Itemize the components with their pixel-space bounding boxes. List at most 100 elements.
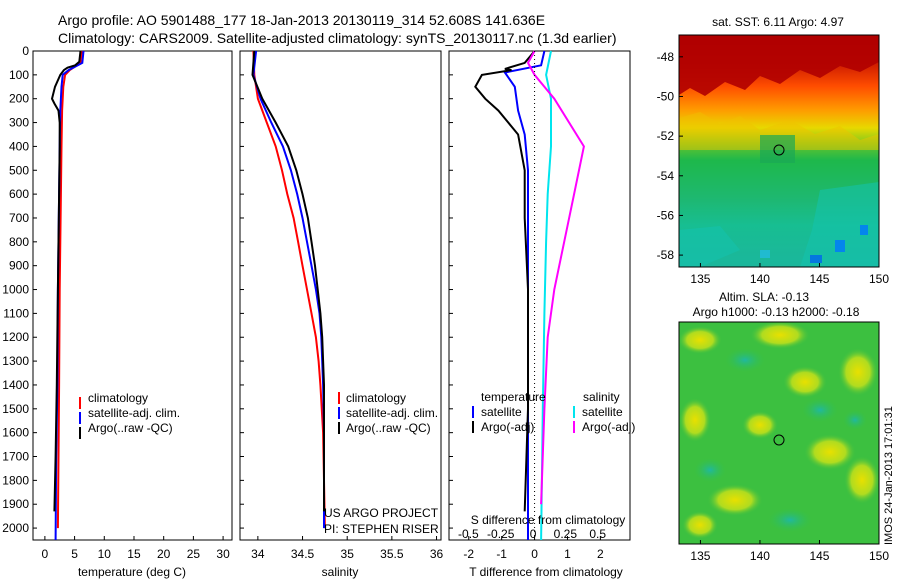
temperature-legend: climatology satellite-adj. clim. Argo(..… <box>79 391 180 439</box>
x-tick-label: -2 <box>463 547 474 561</box>
depth-tick-label: 500 <box>9 163 29 177</box>
x-tick-label: 5 <box>71 547 78 561</box>
series-line <box>251 50 325 512</box>
x-tick-label: 1 <box>564 547 571 561</box>
sst-map-image <box>679 35 879 267</box>
depth-tick-label: 1100 <box>3 306 29 320</box>
sst-map-frame <box>678 34 880 268</box>
legend-satellite: satellite-adj. clim. <box>346 406 438 420</box>
depth-tick-label: 100 <box>9 68 29 82</box>
x-tick-label: 15 <box>127 547 141 561</box>
series-line <box>540 50 552 541</box>
credit-project: US ARGO PROJECT <box>324 506 439 520</box>
depth-tick-label: 2000 <box>2 521 29 535</box>
map-x-tick-label: 145 <box>809 272 829 286</box>
map-x-tick-label: 145 <box>809 549 829 563</box>
depth-tick-label: 400 <box>9 139 29 153</box>
map-x-tick-label: 140 <box>750 272 770 286</box>
difference-panel <box>448 50 631 541</box>
depth-tick-label: 1300 <box>2 354 29 368</box>
x-tick-label: 0 <box>531 547 538 561</box>
sla-map-x-ticks: 135 140 145 150 <box>690 540 889 563</box>
depth-tick-label: 300 <box>9 116 29 130</box>
s-tick-label: -0.5 <box>458 527 479 541</box>
legend-satellite: satellite-adj. clim. <box>88 406 180 420</box>
map-x-tick-label: 140 <box>750 549 770 563</box>
salinity-legend: climatology satellite-adj. clim. Argo(..… <box>338 391 438 435</box>
difference-legend: temperature salinity satellite Argo(-adj… <box>472 390 635 434</box>
series-line <box>252 50 326 529</box>
depth-tick-label: 1900 <box>2 497 29 511</box>
series-line <box>56 50 83 529</box>
depth-tick-label: 1000 <box>2 283 29 297</box>
figure-subtitle: Climatology: CARS2009. Satellite-adjuste… <box>58 30 616 46</box>
s-tick-label: 0 <box>530 527 537 541</box>
series-line <box>252 50 325 529</box>
depth-tick-label: 1700 <box>2 450 29 464</box>
map-x-tick-label: 135 <box>690 272 710 286</box>
s-tick-label: 0.25 <box>554 527 578 541</box>
x-tick-label: 34 <box>251 547 265 561</box>
s-tick-label: 0.5 <box>589 527 606 541</box>
salinity-xlabel: salinity <box>322 565 359 579</box>
salinity-x-ticks: 34 34.5 35 35.5 36 <box>251 536 444 561</box>
legend-climatology: climatology <box>88 391 148 405</box>
temperature-x-ticks: 0 5 10 15 20 25 30 <box>42 536 230 561</box>
map-y-tick-label: -52 <box>657 129 675 143</box>
legend-sal-argo: Argo(-adj) <box>582 420 635 434</box>
legend-salinity-title: salinity <box>583 390 620 404</box>
legend-temp-argo: Argo(-adj) <box>481 420 534 434</box>
temperature-panel <box>32 50 233 541</box>
credit-pi: PI: STEPHEN RISER <box>324 522 439 536</box>
x-tick-label: -1 <box>496 547 507 561</box>
t-difference-xlabel: T difference from climatology <box>469 565 623 579</box>
x-tick-label: 10 <box>98 547 112 561</box>
x-tick-label: 35.5 <box>380 547 404 561</box>
depth-tick-label: 0 <box>22 44 29 58</box>
map-x-tick-label: 150 <box>869 272 889 286</box>
sla-profile-location <box>773 434 785 446</box>
x-tick-label: 34.5 <box>291 547 315 561</box>
legend-temp-satellite: satellite <box>481 405 522 419</box>
x-tick-label: 25 <box>187 547 201 561</box>
x-tick-label: 35 <box>341 547 355 561</box>
legend-sal-satellite: satellite <box>582 405 623 419</box>
x-tick-label: 30 <box>216 547 230 561</box>
map-y-tick-label: -50 <box>657 89 675 103</box>
series-line <box>526 50 585 505</box>
depth-tick-label: 900 <box>9 259 29 273</box>
depth-tick-label: 700 <box>9 211 29 225</box>
x-tick-label: 36 <box>430 547 444 561</box>
depth-axis: 0 100 200 300 400 500 600 700 800 900 1000 1100 1200… <box>2 44 453 535</box>
legend-climatology: climatology <box>346 391 406 405</box>
sst-map-y-ticks: -48 -50 -52 -54 -56 -58 <box>657 50 683 262</box>
map-x-tick-label: 135 <box>690 549 710 563</box>
legend-temperature-title: temperature <box>481 390 546 404</box>
map-y-tick-label: -56 <box>657 208 675 222</box>
salinity-profiles <box>251 50 326 529</box>
depth-tick-label: 1200 <box>2 330 29 344</box>
figure-title: Argo profile: AO 5901488_177 18-Jan-2013… <box>58 12 545 28</box>
map-y-tick-label: -54 <box>657 169 675 183</box>
sla-map-image <box>679 322 879 544</box>
salinity-panel <box>239 50 442 541</box>
x-tick-label: 20 <box>157 547 171 561</box>
map-x-tick-label: 150 <box>869 549 889 563</box>
sst-profile-location <box>773 144 785 156</box>
s-difference-x-ticks: -0.5 -0.25 0 0.25 0.5 <box>458 527 606 541</box>
sst-map-title: sat. SST: 6.11 Argo: 4.97 <box>712 15 844 29</box>
sla-map-frame <box>678 321 880 545</box>
legend-argo: Argo(..raw -QC) <box>88 421 173 435</box>
legend-argo: Argo(..raw -QC) <box>346 421 431 435</box>
difference-profiles <box>474 50 585 541</box>
t-difference-x-ticks: -2 -1 0 1 2 <box>463 536 604 561</box>
depth-tick-label: 200 <box>9 92 29 106</box>
series-line <box>50 50 82 512</box>
depth-tick-label: 1600 <box>2 426 29 440</box>
map-y-tick-label: -58 <box>657 248 675 262</box>
depth-tick-label: 1500 <box>2 402 29 416</box>
x-tick-label: 2 <box>597 547 604 561</box>
imos-timestamp: IMOS 24-Jan-2013 17:01:31 <box>883 406 895 545</box>
sla-map-subtitle: Argo h1000: -0.13 h2000: -0.18 <box>693 305 860 319</box>
